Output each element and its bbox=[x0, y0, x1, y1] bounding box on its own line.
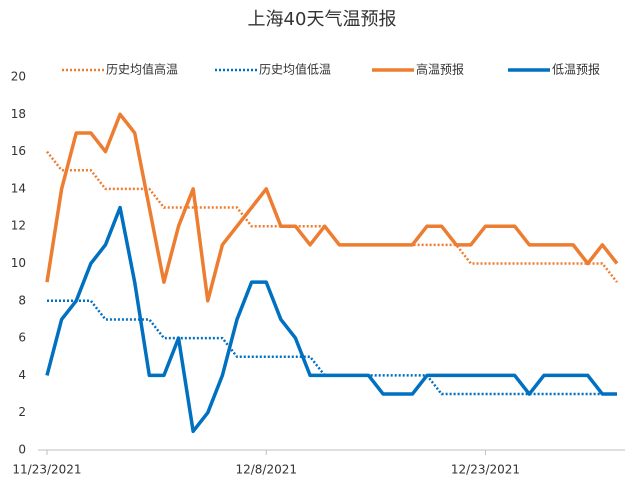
x-tick-label: 12/8/2021 bbox=[235, 463, 297, 477]
legend-label: 历史均值高温 bbox=[106, 62, 178, 77]
chart-title: 上海40天气温预报 bbox=[248, 9, 397, 30]
y-tick-label: 16 bbox=[11, 144, 26, 158]
series-line bbox=[45, 205, 617, 434]
series-line bbox=[45, 112, 619, 303]
y-tick-label: 20 bbox=[11, 70, 26, 84]
series-line bbox=[47, 299, 617, 396]
x-tick-label: 11/23/2021 bbox=[12, 463, 81, 477]
y-tick-label: 6 bbox=[18, 331, 26, 345]
y-tick-label: 14 bbox=[11, 181, 26, 195]
y-tick-label: 10 bbox=[11, 256, 26, 270]
y-tick-label: 12 bbox=[11, 219, 26, 233]
y-tick-label: 2 bbox=[18, 405, 26, 419]
legend-label: 高温预报 bbox=[416, 62, 464, 77]
y-tick-label: 0 bbox=[18, 443, 26, 457]
legend-label: 低温预报 bbox=[552, 62, 600, 77]
x-tick-label: 12/23/2021 bbox=[451, 463, 520, 477]
y-tick-label: 8 bbox=[18, 293, 26, 307]
y-tick-label: 18 bbox=[11, 107, 26, 121]
legend-label: 历史均值低温 bbox=[259, 62, 331, 77]
y-tick-label: 4 bbox=[18, 368, 26, 382]
